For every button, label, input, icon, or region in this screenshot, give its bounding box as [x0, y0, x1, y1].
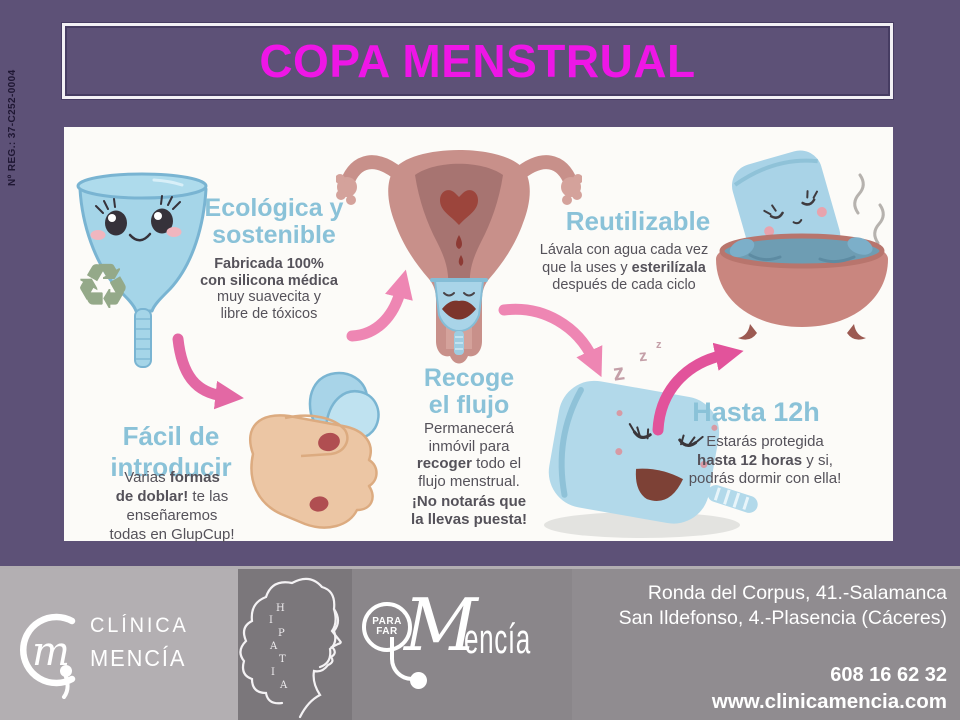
svg-text:T: T	[279, 654, 286, 665]
recycle-icon: ♻	[76, 253, 130, 320]
svg-text:I: I	[269, 615, 273, 626]
infographic-canvas: ♻	[64, 127, 893, 543]
section-note-recoge: ¡No notarás que la llevas puesta!	[411, 493, 527, 528]
arrow-uterus-to-sleep-icon	[498, 303, 603, 378]
address-line-2: San Ildefonso, 4.-Plasencia (Cáceres)	[618, 607, 947, 629]
section-title-ecologica: Ecológica y sostenible	[204, 194, 344, 249]
section-title-hasta12: Hasta 12h	[692, 397, 820, 427]
hipatia-silhouette-icon: H I P A T I A	[239, 577, 342, 719]
clinica-mencia-logo: m CLÍNICA MENCÍA	[0, 569, 238, 720]
section-body-hasta12: Estarás protegida hasta 12 horas y si, p…	[688, 433, 842, 487]
svg-text:A: A	[279, 680, 288, 691]
cycle-arrows	[172, 269, 744, 436]
title-box: COPA MENSTRUAL	[62, 23, 893, 99]
cup-inside-uterus	[430, 278, 488, 355]
registration-number: Nº REG.: 37-C252-0004	[7, 69, 18, 186]
fimbriae	[336, 174, 582, 205]
section-body-reutilizable: Lávala con agua cada vez que la uses y e…	[539, 242, 709, 293]
section-title-facil: Fácil de introducir	[110, 421, 232, 482]
svg-text:I: I	[271, 667, 275, 678]
zzz-icon: z	[656, 339, 662, 351]
parafar-mencia-logo: PARA FAR M encía	[352, 569, 572, 720]
svg-text:A: A	[269, 641, 278, 652]
parafar-circle-icon: PARA FAR	[362, 602, 412, 652]
slide-title: COPA MENSTRUAL	[259, 35, 696, 87]
uterus-illustration	[336, 150, 582, 364]
svg-text:P: P	[278, 628, 285, 639]
hand-folding-cup-illustration	[249, 371, 380, 529]
section-body-ecologica: Fabricada 100% con silicona médica muy s…	[200, 256, 338, 322]
parafar-dot-icon	[410, 672, 427, 689]
hipatia-logo: H I P A T I A	[238, 569, 352, 720]
section-body-recoge: Permanecerá inmóvil para recoger todo el…	[416, 420, 522, 490]
clinica-logo-line1: CLÍNICA	[90, 614, 189, 637]
arrow-hand-to-uterus-icon	[346, 269, 413, 342]
cup-bathing-illustration	[716, 150, 888, 340]
clinica-logo-line2: MENCÍA	[90, 645, 187, 671]
section-title-recoge: Recoge el flujo	[423, 364, 515, 419]
mencia-initial: M	[404, 583, 478, 667]
footer: m CLÍNICA MENCÍA H I P A T I A	[0, 566, 960, 720]
section-body-facil: Varias formas de doblar! te las enseñare…	[109, 469, 235, 543]
parafar-circle-tail	[390, 637, 420, 681]
svg-text:H: H	[276, 603, 285, 614]
address-line-1: Ronda del Corpus, 41.-Salamanca	[647, 582, 947, 604]
website-url: www.clinicamencia.com	[711, 690, 947, 713]
contact-info: Ronda del Corpus, 41.-Salamanca San Ilde…	[572, 569, 960, 720]
phone-number: 608 16 62 32	[830, 664, 947, 686]
arrow-cup-to-hand-icon	[172, 333, 244, 410]
clinica-monogram-icon: m	[20, 613, 76, 699]
mencia-logo-text: encía	[464, 615, 531, 662]
arrow-sleep-to-bath-icon	[652, 342, 744, 436]
steam-icon	[853, 173, 885, 245]
section-title-reutilizable: Reutilizable	[565, 206, 711, 236]
menstrual-cup-character-illustration	[76, 172, 208, 368]
sleeping-cup-illustration	[544, 380, 758, 538]
